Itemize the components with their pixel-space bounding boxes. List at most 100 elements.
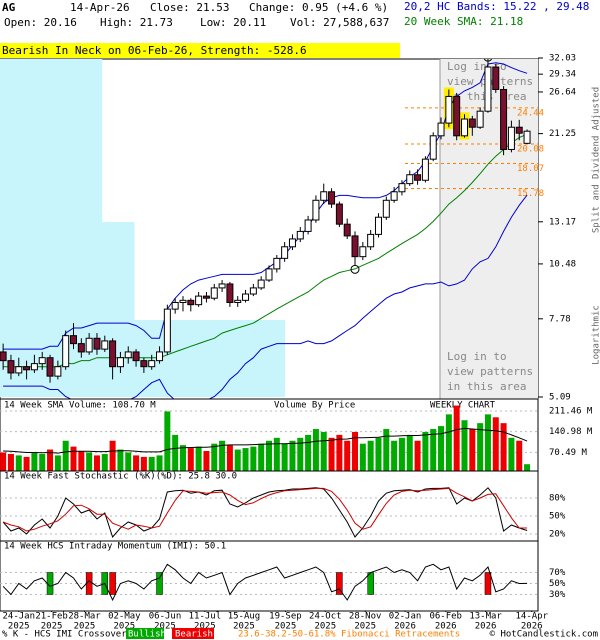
panel-frame — [0, 540, 539, 612]
volume-bar — [336, 434, 343, 471]
candle-body — [507, 126, 515, 150]
date: 14-Apr-26 — [70, 1, 130, 14]
volume-bar — [0, 452, 7, 471]
x-tick-label: 24-Oct — [309, 612, 342, 622]
volume-bar — [492, 417, 499, 471]
x-tick-label: 13-Mar — [469, 612, 502, 622]
volume-bar — [226, 445, 233, 471]
y-tick-label: 26.64 — [549, 87, 576, 97]
candle-body — [429, 135, 437, 160]
locked-note: view patterns — [447, 365, 533, 378]
candle-body — [109, 340, 117, 368]
volume-bar — [140, 456, 147, 471]
crossover-bar — [484, 572, 492, 595]
volume-bar — [62, 440, 69, 471]
volume-bar — [289, 440, 296, 471]
volume-bar — [86, 452, 93, 471]
bearish-legend: Bearish — [175, 630, 213, 640]
volume-bar — [258, 443, 265, 471]
volume-bar — [375, 437, 382, 471]
candle-body — [312, 199, 320, 221]
volume-bar — [211, 443, 218, 471]
y-tick-label: 7.78 — [549, 314, 571, 324]
volume-bar — [344, 440, 351, 471]
candle-body — [257, 279, 265, 289]
volume-bar — [219, 440, 226, 471]
y-tick-label: 29.34 — [549, 70, 576, 80]
volume-bar — [203, 451, 210, 471]
candle-body — [390, 191, 398, 201]
candle-body — [23, 366, 31, 371]
candle-body — [234, 299, 242, 303]
volume: Vol: 27,588,637 — [290, 16, 389, 29]
volume-bar — [273, 437, 280, 471]
volume-by-price-bar — [0, 222, 135, 320]
sma-label: 20 Week SMA: 21.18 — [404, 15, 523, 28]
candle-body — [398, 183, 406, 193]
volume-bar — [391, 440, 398, 471]
candle-body — [85, 337, 93, 353]
fibonacci-label: 15.78 — [517, 189, 544, 199]
volume-bar — [133, 455, 140, 471]
stochastic-line — [2, 487, 528, 538]
stochastic-panel: 14 Week Fast Stochastic (%K)(%D): 25.8 3… — [0, 470, 566, 542]
volume-bar — [39, 453, 46, 471]
volume-bar — [367, 440, 374, 471]
volume-bar — [383, 429, 390, 471]
candle-body — [70, 335, 78, 345]
candle-body — [242, 293, 250, 301]
candle-body — [0, 351, 7, 362]
x-tick-label: 14-Apr — [515, 612, 548, 622]
candle-body — [359, 246, 367, 258]
candle-body — [406, 174, 414, 185]
candle-body — [421, 158, 429, 181]
y-tick-label: 20% — [549, 530, 566, 540]
volume-bar — [101, 453, 108, 471]
low-marker — [350, 264, 360, 274]
volume-bar — [281, 443, 288, 471]
fibonacci-label: 20.08 — [517, 145, 544, 155]
x-tick-label: 28-Nov — [349, 612, 382, 622]
bearish-swatch — [172, 628, 214, 639]
volume-bar — [148, 456, 155, 471]
candle-body — [210, 287, 218, 299]
indicator-line — [3, 133, 528, 368]
volume-bar — [54, 455, 61, 471]
candle-body — [296, 230, 304, 240]
candle-body — [179, 299, 187, 303]
candle-body — [367, 233, 375, 248]
candle-body — [273, 257, 281, 270]
x-tick-label: 11-Jul — [189, 612, 222, 622]
volume-bar — [469, 429, 476, 471]
momentum-panel: 14 Week HCS Intraday Momentum (IMI): 50.… — [0, 540, 566, 612]
volume-bar — [179, 445, 186, 471]
x-tick-label: 06-Feb — [429, 612, 462, 622]
bullish-swatch — [126, 628, 164, 639]
x-tick-label: 2026 — [521, 622, 543, 632]
candle-body — [265, 268, 273, 281]
fibonacci-legend: 23.6-38.2-50-61.8% Fibonacci Retracement… — [238, 630, 460, 640]
volume-bar — [117, 449, 124, 471]
panel-title: 14 Week Fast Stochastic (%K)(%D): 25.8 3… — [4, 472, 237, 482]
candle-body — [202, 295, 210, 299]
volume-bar — [320, 431, 327, 471]
y-tick-label: 70% — [549, 568, 566, 578]
candle-body — [62, 335, 70, 368]
y-tick-label: 10.48 — [549, 259, 576, 269]
candle-body — [218, 283, 226, 289]
volume-bar — [477, 423, 484, 471]
volume-bar — [524, 464, 531, 471]
crossover-bar — [109, 572, 116, 595]
volume-bar — [125, 452, 132, 471]
panel-title: 14 Week HCS Intraday Momentum (IMI): 50.… — [4, 542, 226, 552]
x-tick-label: 2025 — [154, 622, 176, 632]
locked-note: Log in to — [447, 350, 507, 363]
volume-bar — [414, 440, 421, 471]
candle-body — [335, 203, 343, 225]
volume-bar — [78, 451, 85, 471]
candle-body — [195, 295, 203, 306]
y-tick-label: 50% — [549, 579, 566, 589]
volume-bar — [305, 434, 312, 471]
stochastic-line — [2, 487, 528, 532]
